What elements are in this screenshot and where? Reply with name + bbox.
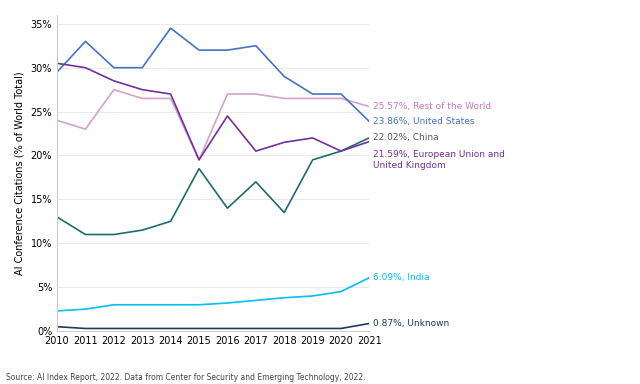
Text: 6.09%, India: 6.09%, India xyxy=(372,273,429,282)
Text: 22.02%, China: 22.02%, China xyxy=(372,133,438,142)
Text: Source: AI Index Report, 2022. Data from Center for Security and Emerging Techno: Source: AI Index Report, 2022. Data from… xyxy=(6,373,366,382)
Text: 0.87%, Unknown: 0.87%, Unknown xyxy=(372,319,449,328)
Text: 23.86%, United States: 23.86%, United States xyxy=(372,117,474,126)
Y-axis label: AI Conference Citations (% of World Total): AI Conference Citations (% of World Tota… xyxy=(15,71,25,275)
Text: 21.59%, European Union and
United Kingdom: 21.59%, European Union and United Kingdo… xyxy=(372,150,504,170)
Text: 25.57%, Rest of the World: 25.57%, Rest of the World xyxy=(372,102,491,111)
